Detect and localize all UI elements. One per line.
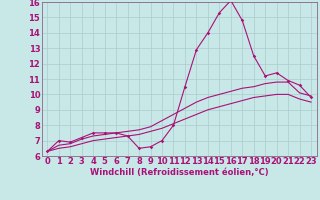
X-axis label: Windchill (Refroidissement éolien,°C): Windchill (Refroidissement éolien,°C)	[90, 168, 268, 177]
